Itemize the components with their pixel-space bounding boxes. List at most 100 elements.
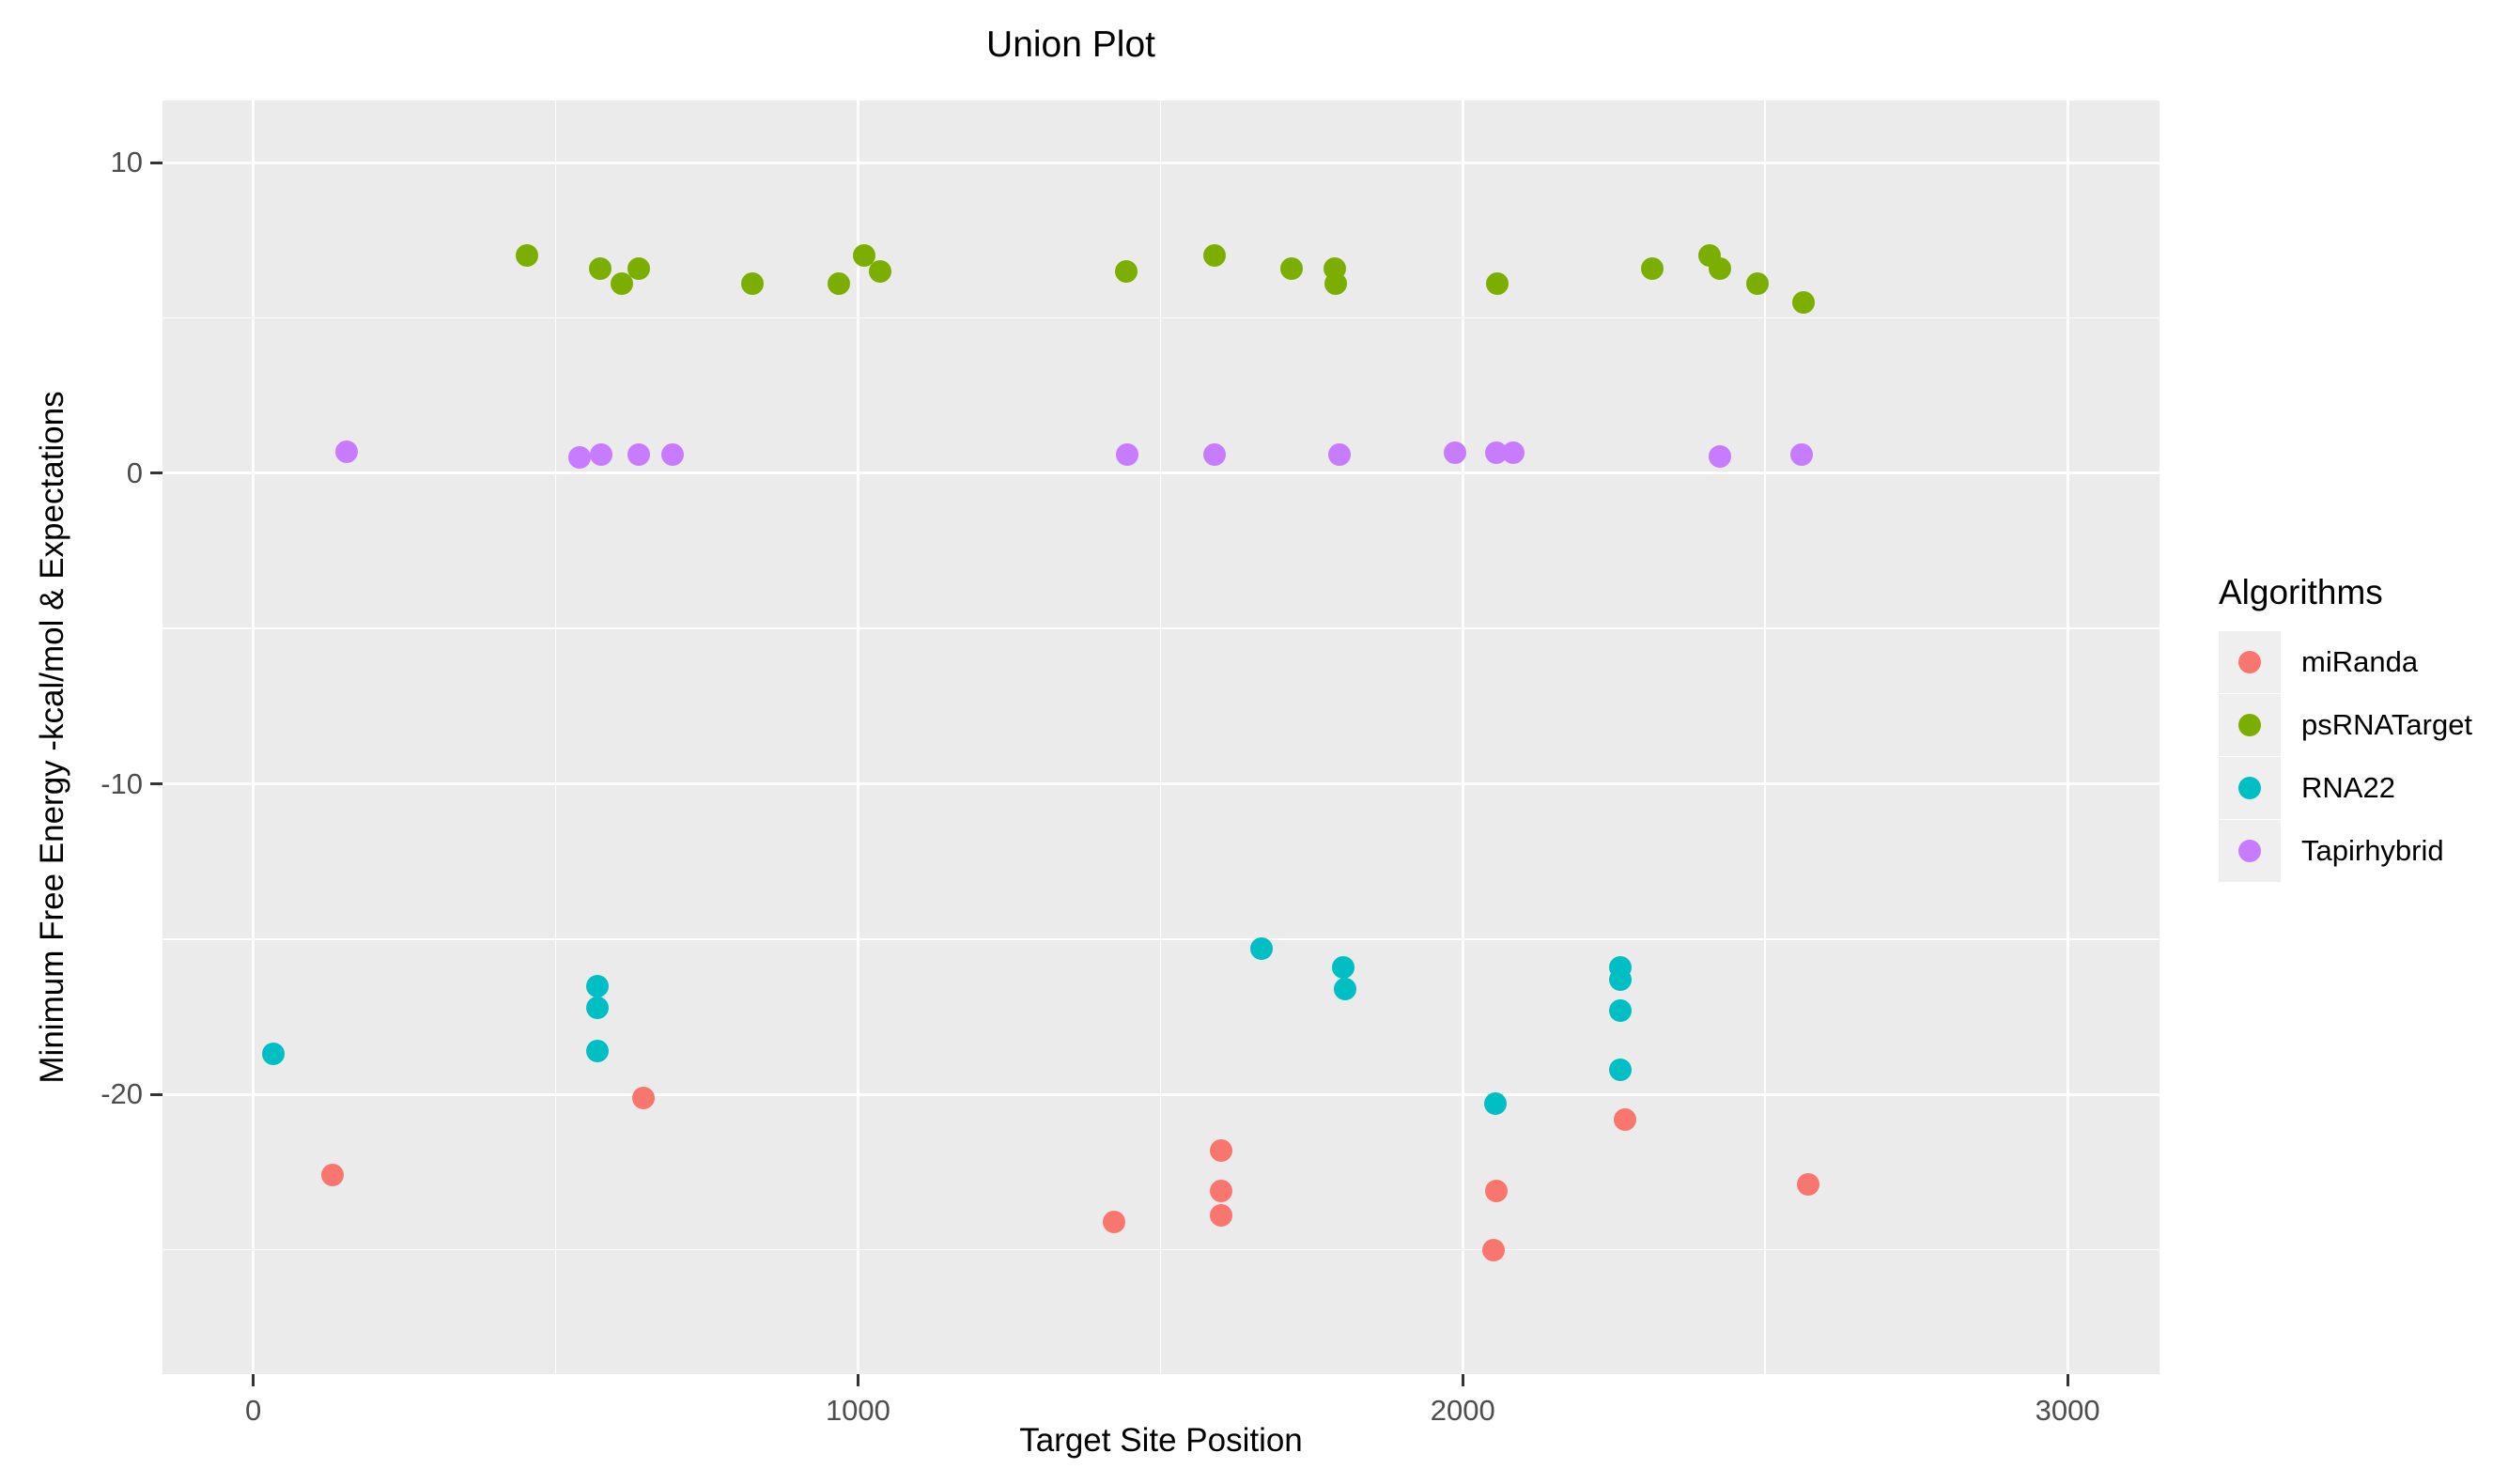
point-RNA22 — [1331, 955, 1355, 979]
point-psRNATarget — [1114, 259, 1138, 283]
legend-label: psRNATarget — [2301, 708, 2473, 741]
x-tick-mark — [2066, 1374, 2069, 1386]
x-tick-label: 2000 — [1430, 1394, 1495, 1427]
point-Tapirhybrid — [1203, 443, 1227, 467]
gridline-y-major — [163, 782, 2160, 786]
point-RNA22 — [1609, 1058, 1633, 1081]
y-tick-mark — [150, 1092, 163, 1096]
point-psRNATarget — [1745, 272, 1769, 296]
point-miRanda — [1102, 1210, 1125, 1233]
point-RNA22 — [262, 1043, 286, 1066]
point-RNA22 — [1484, 1092, 1508, 1116]
legend-dot-miRanda — [2238, 651, 2261, 673]
legend-items: miRanda psRNATarget RNA22 Tapirhybrid — [2213, 631, 2504, 883]
point-psRNATarget — [589, 256, 612, 280]
point-Tapirhybrid — [660, 443, 684, 467]
point-Tapirhybrid — [1502, 441, 1525, 465]
point-miRanda — [1796, 1173, 1819, 1197]
gridline-x-minor — [1159, 100, 1162, 1374]
x-tick-label: 1000 — [825, 1394, 890, 1427]
point-psRNATarget — [515, 244, 538, 268]
y-tick-mark — [150, 161, 163, 164]
y-tick-label: -20 — [101, 1077, 143, 1111]
point-psRNATarget — [1791, 290, 1815, 314]
point-RNA22 — [1249, 936, 1273, 960]
point-miRanda — [1210, 1204, 1233, 1228]
gridline-x-major — [1461, 100, 1464, 1374]
point-RNA22 — [1333, 977, 1356, 1000]
point-Tapirhybrid — [1708, 444, 1731, 468]
gridline-y-major — [163, 1092, 2160, 1096]
point-RNA22 — [1609, 999, 1633, 1023]
gridline-y-minor — [163, 317, 2160, 319]
x-tick-mark — [1461, 1374, 1464, 1386]
gridline-y-minor — [163, 627, 2160, 629]
gridline-y-major — [163, 161, 2160, 164]
point-miRanda — [320, 1164, 344, 1187]
y-tick-label: 0 — [126, 456, 143, 489]
point-miRanda — [1613, 1107, 1636, 1131]
point-psRNATarget — [1324, 272, 1348, 296]
y-tick-mark — [150, 782, 163, 786]
point-psRNATarget — [610, 272, 633, 296]
y-tick-mark — [150, 471, 163, 475]
point-miRanda — [1485, 1179, 1509, 1202]
point-Tapirhybrid — [627, 443, 650, 467]
gridline-x-minor — [554, 100, 557, 1374]
point-psRNATarget — [828, 272, 851, 296]
legend-item-Tapirhybrid: Tapirhybrid — [2213, 820, 2504, 883]
point-Tapirhybrid — [1115, 443, 1138, 467]
point-psRNATarget — [741, 272, 765, 296]
point-psRNATarget — [1640, 256, 1664, 280]
point-Tapirhybrid — [590, 443, 613, 467]
legend-label: RNA22 — [2301, 771, 2395, 804]
y-tick-label: 10 — [110, 146, 143, 179]
y-tick-label: -10 — [101, 766, 143, 800]
legend-label: Tapirhybrid — [2301, 834, 2444, 867]
y-axis-title: Minimum Free Energy -kcal/mol & Expectat… — [34, 391, 70, 1084]
gridline-y-minor — [163, 938, 2160, 940]
gridline-x-major — [2066, 100, 2069, 1374]
point-psRNATarget — [627, 256, 651, 280]
legend-dot-psRNATarget — [2238, 714, 2261, 736]
point-Tapirhybrid — [335, 440, 359, 463]
point-RNA22 — [585, 996, 609, 1019]
legend-label: miRanda — [2301, 645, 2419, 678]
legend-item-miRanda: miRanda — [2213, 631, 2504, 694]
point-Tapirhybrid — [567, 446, 591, 470]
gridline-x-major — [856, 100, 859, 1374]
point-psRNATarget — [1203, 244, 1227, 268]
legend-dot-Tapirhybrid — [2238, 840, 2261, 862]
point-Tapirhybrid — [1327, 443, 1351, 467]
point-miRanda — [1210, 1138, 1233, 1162]
point-RNA22 — [585, 974, 609, 997]
point-psRNATarget — [869, 259, 892, 283]
x-axis-title: Target Site Position — [1019, 1422, 1303, 1459]
point-miRanda — [1210, 1179, 1233, 1202]
gridline-y-major — [163, 471, 2160, 475]
point-RNA22 — [1609, 967, 1633, 991]
legend-item-RNA22: RNA22 — [2213, 757, 2504, 820]
point-Tapirhybrid — [1443, 441, 1466, 465]
gridline-x-minor — [1764, 100, 1766, 1374]
point-Tapirhybrid — [1790, 443, 1814, 467]
x-tick-mark — [856, 1374, 859, 1386]
x-tick-mark — [252, 1374, 255, 1386]
legend-dot-RNA22 — [2238, 777, 2261, 799]
point-psRNATarget — [1280, 256, 1304, 280]
legend: Algorithms miRanda psRNATarget RNA22 Tapirh… — [2213, 573, 2504, 883]
chart-title: Union Plot — [986, 24, 1155, 65]
x-tick-label: 0 — [244, 1394, 262, 1427]
gridline-y-minor — [163, 1248, 2160, 1251]
legend-title: Algorithms — [2219, 573, 2383, 611]
point-psRNATarget — [1708, 256, 1731, 280]
gridline-x-major — [252, 100, 255, 1374]
point-RNA22 — [585, 1040, 609, 1063]
x-tick-label: 3000 — [2035, 1394, 2100, 1427]
point-psRNATarget — [1485, 272, 1509, 296]
plot-panel — [163, 100, 2160, 1374]
point-miRanda — [1482, 1238, 1506, 1261]
legend-item-psRNATarget: psRNATarget — [2213, 694, 2504, 757]
point-miRanda — [631, 1086, 655, 1109]
